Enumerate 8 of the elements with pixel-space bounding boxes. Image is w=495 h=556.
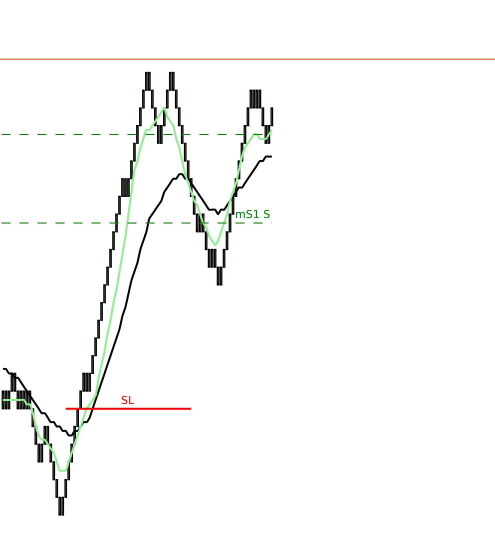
ref-line-label: mS1 S [235, 208, 270, 221]
candlestick [210, 248, 214, 268]
candlestick [2, 390, 4, 410]
candlestick [124, 178, 127, 198]
candlestick [252, 90, 256, 109]
series-label: SL [121, 394, 135, 407]
candlestick [256, 90, 258, 109]
candlestick [85, 372, 88, 392]
